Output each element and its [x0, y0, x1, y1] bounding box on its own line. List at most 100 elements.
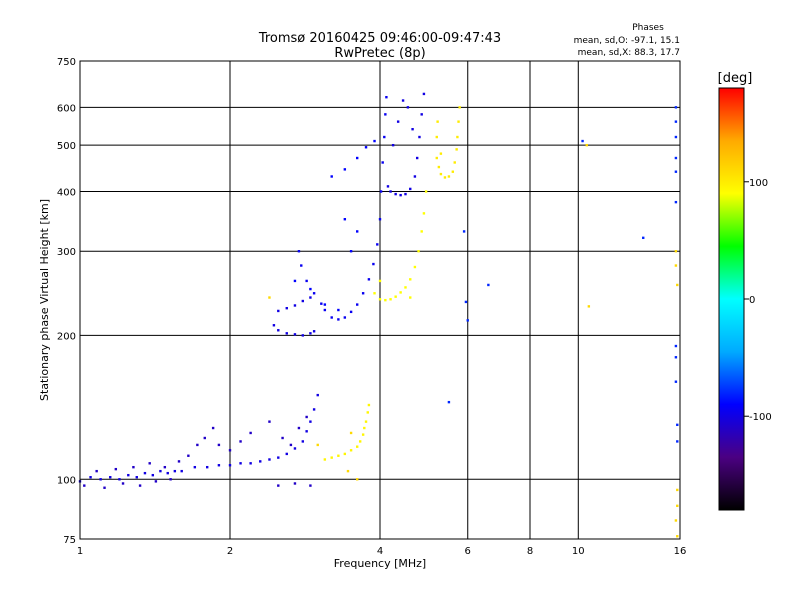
data-point — [413, 265, 417, 269]
data-point — [205, 465, 209, 469]
data-point — [239, 462, 242, 465]
data-point — [268, 296, 271, 299]
data-point — [281, 436, 284, 440]
data-point — [203, 436, 206, 440]
data-point — [320, 302, 323, 305]
x-tick-label: 4 — [377, 546, 383, 557]
data-point — [458, 106, 461, 109]
data-point — [297, 250, 301, 253]
data-point — [367, 403, 371, 407]
data-point — [437, 165, 441, 169]
data-point — [187, 454, 190, 457]
data-point — [389, 298, 392, 301]
data-point — [99, 478, 102, 481]
data-point — [456, 135, 459, 139]
data-point — [676, 440, 679, 443]
data-point — [285, 452, 288, 456]
data-point — [406, 106, 410, 109]
data-point — [415, 156, 419, 160]
data-point — [674, 344, 678, 348]
data-point — [293, 482, 297, 485]
data-point — [343, 316, 347, 319]
data-point — [346, 469, 350, 473]
data-point — [674, 135, 678, 139]
y-tick-label: 500 — [57, 141, 76, 152]
data-point — [163, 465, 167, 469]
x-tick-label: 6 — [465, 546, 471, 557]
data-point — [394, 295, 397, 298]
data-point — [89, 476, 92, 479]
data-point — [587, 305, 591, 308]
data-point — [228, 464, 232, 467]
data-point — [193, 465, 197, 469]
data-point — [196, 443, 199, 447]
data-point — [585, 143, 588, 147]
data-point — [343, 452, 347, 456]
colorbar-tick-label: -100 — [749, 412, 772, 423]
data-point — [169, 478, 172, 481]
data-point — [361, 292, 365, 295]
data-point — [462, 230, 466, 233]
data-point — [383, 135, 386, 139]
data-point — [285, 332, 288, 335]
y-tick-label: 750 — [57, 57, 76, 68]
colorbar — [718, 87, 745, 511]
y-tick-label: 75 — [63, 535, 76, 546]
data-point — [487, 283, 490, 287]
data-point — [420, 230, 423, 233]
data-point — [95, 469, 98, 473]
data-point — [289, 443, 293, 447]
data-point — [386, 185, 390, 188]
x-tick-label: 8 — [527, 546, 533, 557]
data-point — [409, 187, 412, 191]
data-point — [355, 303, 359, 306]
x-tick-label: 1 — [77, 546, 83, 557]
data-point — [674, 250, 678, 253]
data-point — [355, 445, 359, 448]
data-point — [367, 278, 371, 281]
data-point — [676, 488, 679, 492]
data-point — [309, 332, 312, 335]
data-point — [349, 431, 353, 435]
data-point — [301, 440, 305, 443]
data-point — [114, 467, 118, 471]
data-point — [259, 460, 262, 463]
data-point — [466, 319, 469, 322]
data-point — [173, 469, 177, 473]
data-point — [409, 278, 412, 281]
data-point — [272, 324, 276, 327]
data-point — [378, 298, 382, 301]
data-point — [239, 440, 242, 443]
data-point — [674, 356, 678, 359]
data-point — [443, 176, 447, 179]
data-point — [399, 291, 402, 294]
data-point — [349, 250, 353, 253]
data-point — [674, 519, 678, 522]
data-point — [277, 456, 280, 459]
data-point — [349, 449, 353, 452]
data-point — [391, 143, 395, 147]
data-point — [376, 243, 379, 246]
data-point — [309, 296, 312, 299]
data-point — [451, 170, 455, 173]
data-points — [78, 92, 679, 538]
data-point — [384, 113, 387, 116]
data-point — [228, 449, 232, 452]
data-point — [378, 279, 382, 283]
data-point — [674, 106, 678, 109]
y-tick-label: 300 — [57, 247, 76, 258]
data-point — [642, 236, 645, 240]
colorbar-tick-label: 100 — [749, 178, 768, 189]
data-point — [103, 486, 106, 489]
stats-heading: Phases — [632, 23, 664, 33]
data-point — [417, 250, 420, 253]
data-point — [305, 415, 308, 419]
data-point — [379, 190, 383, 193]
data-point — [355, 230, 359, 233]
data-point — [154, 480, 158, 483]
data-point — [674, 170, 678, 173]
data-point — [363, 426, 366, 430]
chart-subtitle: RwPretec (8p) — [334, 46, 425, 61]
y-axis-ticks: 75 100 200 300 400 500 600 750 — [57, 57, 76, 546]
